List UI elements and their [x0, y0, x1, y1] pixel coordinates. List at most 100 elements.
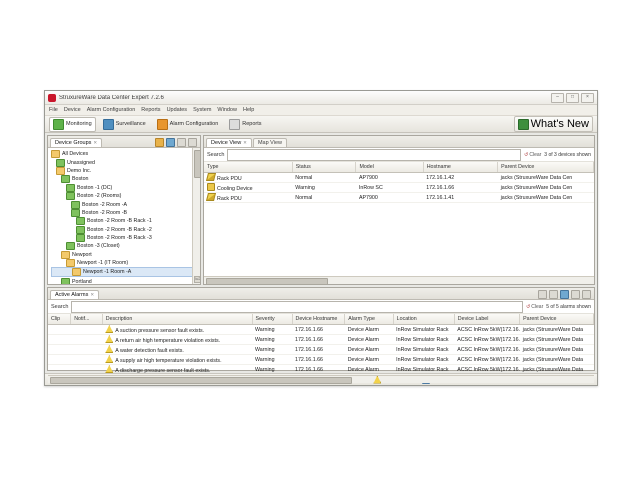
tree-scroll-down-arrow[interactable]: \u25be [194, 276, 200, 283]
alarm-column-header[interactable]: Severity [252, 314, 293, 325]
tree-node[interactable]: Boston -2 (Rooms) [51, 192, 200, 201]
menu-item-updates[interactable]: Updates [166, 107, 188, 113]
alarm-column-header[interactable]: Device Label [454, 314, 521, 325]
alarm-cell-location: InRow Simulator Rack [393, 324, 455, 335]
alarm-scroll-thumb[interactable] [50, 377, 352, 384]
alarm-clear-button[interactable]: ↺ Clear [526, 304, 543, 310]
tab-device-groups[interactable]: Device Groups ✕ [50, 138, 103, 147]
device-cell-status: Normal [292, 172, 356, 183]
device-search-label: Search [207, 151, 225, 158]
device-cell-status: Warning [292, 182, 356, 193]
cooling-device-icon [207, 183, 215, 191]
menu-item-reports[interactable]: Reports [141, 107, 161, 113]
alarm-column-header[interactable]: Description [102, 314, 253, 325]
device-cell-model: InRow SC [355, 182, 424, 193]
tree-node[interactable]: Newport -1 (IT Room) [51, 259, 200, 268]
toolbar-button-monitoring[interactable]: Monitoring [49, 116, 96, 132]
alarm-column-header[interactable]: Alarm Type [344, 314, 394, 325]
tab-active-alarms[interactable]: Active Alarms ✕ [50, 290, 100, 299]
device-column-header[interactable]: Status [292, 162, 357, 173]
alarm-table-row[interactable]: A supply air high temperature violation … [48, 354, 594, 365]
maximize-button[interactable]: □ [566, 92, 579, 103]
alarm-column-header[interactable]: Location [393, 314, 455, 325]
tree-node[interactable]: Boston -3 (Closet) [51, 242, 200, 251]
tree-node[interactable]: Boston -1 (DC) [51, 183, 200, 192]
close-icon[interactable]: ✕ [93, 140, 98, 145]
alarm-column-header[interactable]: Parent Device [519, 314, 594, 325]
toolbar-button-alarm-configuration[interactable]: Alarm Configuration [153, 117, 223, 132]
tree-node[interactable]: Boston [51, 175, 200, 184]
close-icon[interactable]: ✕ [90, 292, 95, 297]
menu-item-alarm-configuration[interactable]: Alarm Configuration [86, 107, 136, 113]
device-cell-status: Normal [292, 192, 356, 203]
maximize-icon[interactable] [582, 290, 591, 299]
menu-item-file[interactable]: File [49, 107, 58, 113]
device-search-input[interactable] [227, 148, 522, 161]
menu-item-help[interactable]: Help [242, 107, 255, 113]
tree-node[interactable]: Demo Inc. [51, 166, 200, 175]
close-icon[interactable]: ✕ [243, 140, 247, 145]
tree-node[interactable]: Unassigned [51, 158, 200, 167]
alarm-table-row[interactable]: A suction pressure sensor fault exists. W… [48, 324, 594, 335]
menu-item-window[interactable]: Window [217, 107, 237, 113]
tab-device-view[interactable]: Device View ✕ [206, 138, 252, 147]
device-column-header[interactable]: Parent Device [497, 162, 594, 173]
tree-node[interactable]: Portland [51, 277, 200, 284]
alarm-column-header[interactable]: Device Hostname [292, 314, 346, 325]
tree-node[interactable]: Boston -2 Room -A [51, 200, 200, 209]
whats-new-button[interactable]: What's New [513, 116, 593, 132]
tree-node-label: All Devices [62, 151, 89, 158]
tree-vertical-scrollbar[interactable]: \u25be [192, 148, 200, 284]
alarm-table-row[interactable]: A discharge pressure sensor fault exists… [48, 364, 594, 375]
pin-icon[interactable] [560, 290, 569, 299]
minimize-icon[interactable] [177, 138, 186, 147]
tab-map-view[interactable]: Map View [252, 138, 288, 147]
tree-node[interactable]: Boston -2 Room -B Rack -2 [51, 225, 200, 234]
alarm-column-header[interactable]: Notif... [70, 314, 103, 325]
alarm-search-input[interactable] [71, 300, 524, 313]
alarm-cell-location: InRow Simulator Rack [393, 334, 455, 345]
tree-node[interactable]: Boston -2 Room -B Rack -1 [51, 217, 200, 226]
device-groups-tree[interactable]: All Devices Unassigned Demo Inc. Boston Bost… [48, 148, 200, 284]
tree-node-label: Boston -1 (DC) [77, 184, 113, 191]
device-table: Type Status Model Hostname Parent Device Rac… [204, 162, 594, 203]
toolbar-button-reports[interactable]: Reports [225, 117, 265, 132]
collapse-right-icon[interactable] [549, 290, 558, 299]
close-button[interactable]: × [581, 92, 594, 103]
device-scroll-thumb[interactable] [206, 278, 328, 285]
alarm-cell-location: InRow Simulator Rack [393, 354, 455, 365]
maximize-icon[interactable] [188, 138, 197, 147]
device-horizontal-scrollbar[interactable] [204, 276, 594, 285]
device-column-header[interactable]: Model [355, 162, 424, 173]
clear-icon: ↺ [526, 303, 531, 310]
device-clear-button[interactable]: ↺ Clear [524, 152, 541, 158]
device-table-row[interactable]: Rack PDU Normal AP7900 172.16.1.41 jacks (St… [204, 192, 594, 203]
group-chart-icon[interactable] [166, 138, 175, 147]
tree-node[interactable]: Newport -1 Room -A [51, 267, 200, 278]
tree-node[interactable]: All Devices [51, 150, 200, 159]
collapse-left-icon[interactable] [538, 290, 547, 299]
toolbar-button-surveillance[interactable]: Surveillance [99, 117, 150, 132]
active-alarms-tabbar: Active Alarms ✕ [48, 288, 594, 300]
tree-node[interactable]: Boston -2 Room -B Rack -3 [51, 234, 200, 243]
tree-node[interactable]: Newport [51, 250, 200, 259]
alarm-table-row[interactable]: A return air high temperature violation … [48, 334, 594, 345]
alarm-cell-clip [48, 354, 71, 365]
new-group-icon[interactable] [155, 138, 164, 147]
alarm-cell-description: A water detection fault exists. [102, 344, 252, 355]
device-column-header[interactable]: Hostname [423, 162, 499, 173]
menu-item-device[interactable]: Device [63, 107, 81, 113]
menu-item-system[interactable]: System [193, 107, 212, 113]
alarm-column-header[interactable]: Clip [48, 314, 72, 325]
alarm-cell-notification [70, 324, 103, 335]
alarm-table-row[interactable]: A water detection fault exists. Warning 17… [48, 344, 594, 355]
tree-node[interactable]: Boston -2 Room -B [51, 208, 200, 217]
device-table-row[interactable]: Cooling Device Warning InRow SC 172.16.1.66… [204, 182, 594, 193]
minimize-icon[interactable] [571, 290, 580, 299]
tree-scroll-thumb[interactable] [194, 150, 200, 178]
alarm-horizontal-scrollbar[interactable] [48, 375, 594, 384]
warning-icon [105, 365, 114, 373]
device-table-row[interactable]: Rack PDU Normal AP7900 172.16.1.42 jacks (St… [204, 172, 594, 183]
device-column-header[interactable]: Type [204, 162, 293, 173]
minimize-button[interactable]: – [551, 92, 564, 103]
